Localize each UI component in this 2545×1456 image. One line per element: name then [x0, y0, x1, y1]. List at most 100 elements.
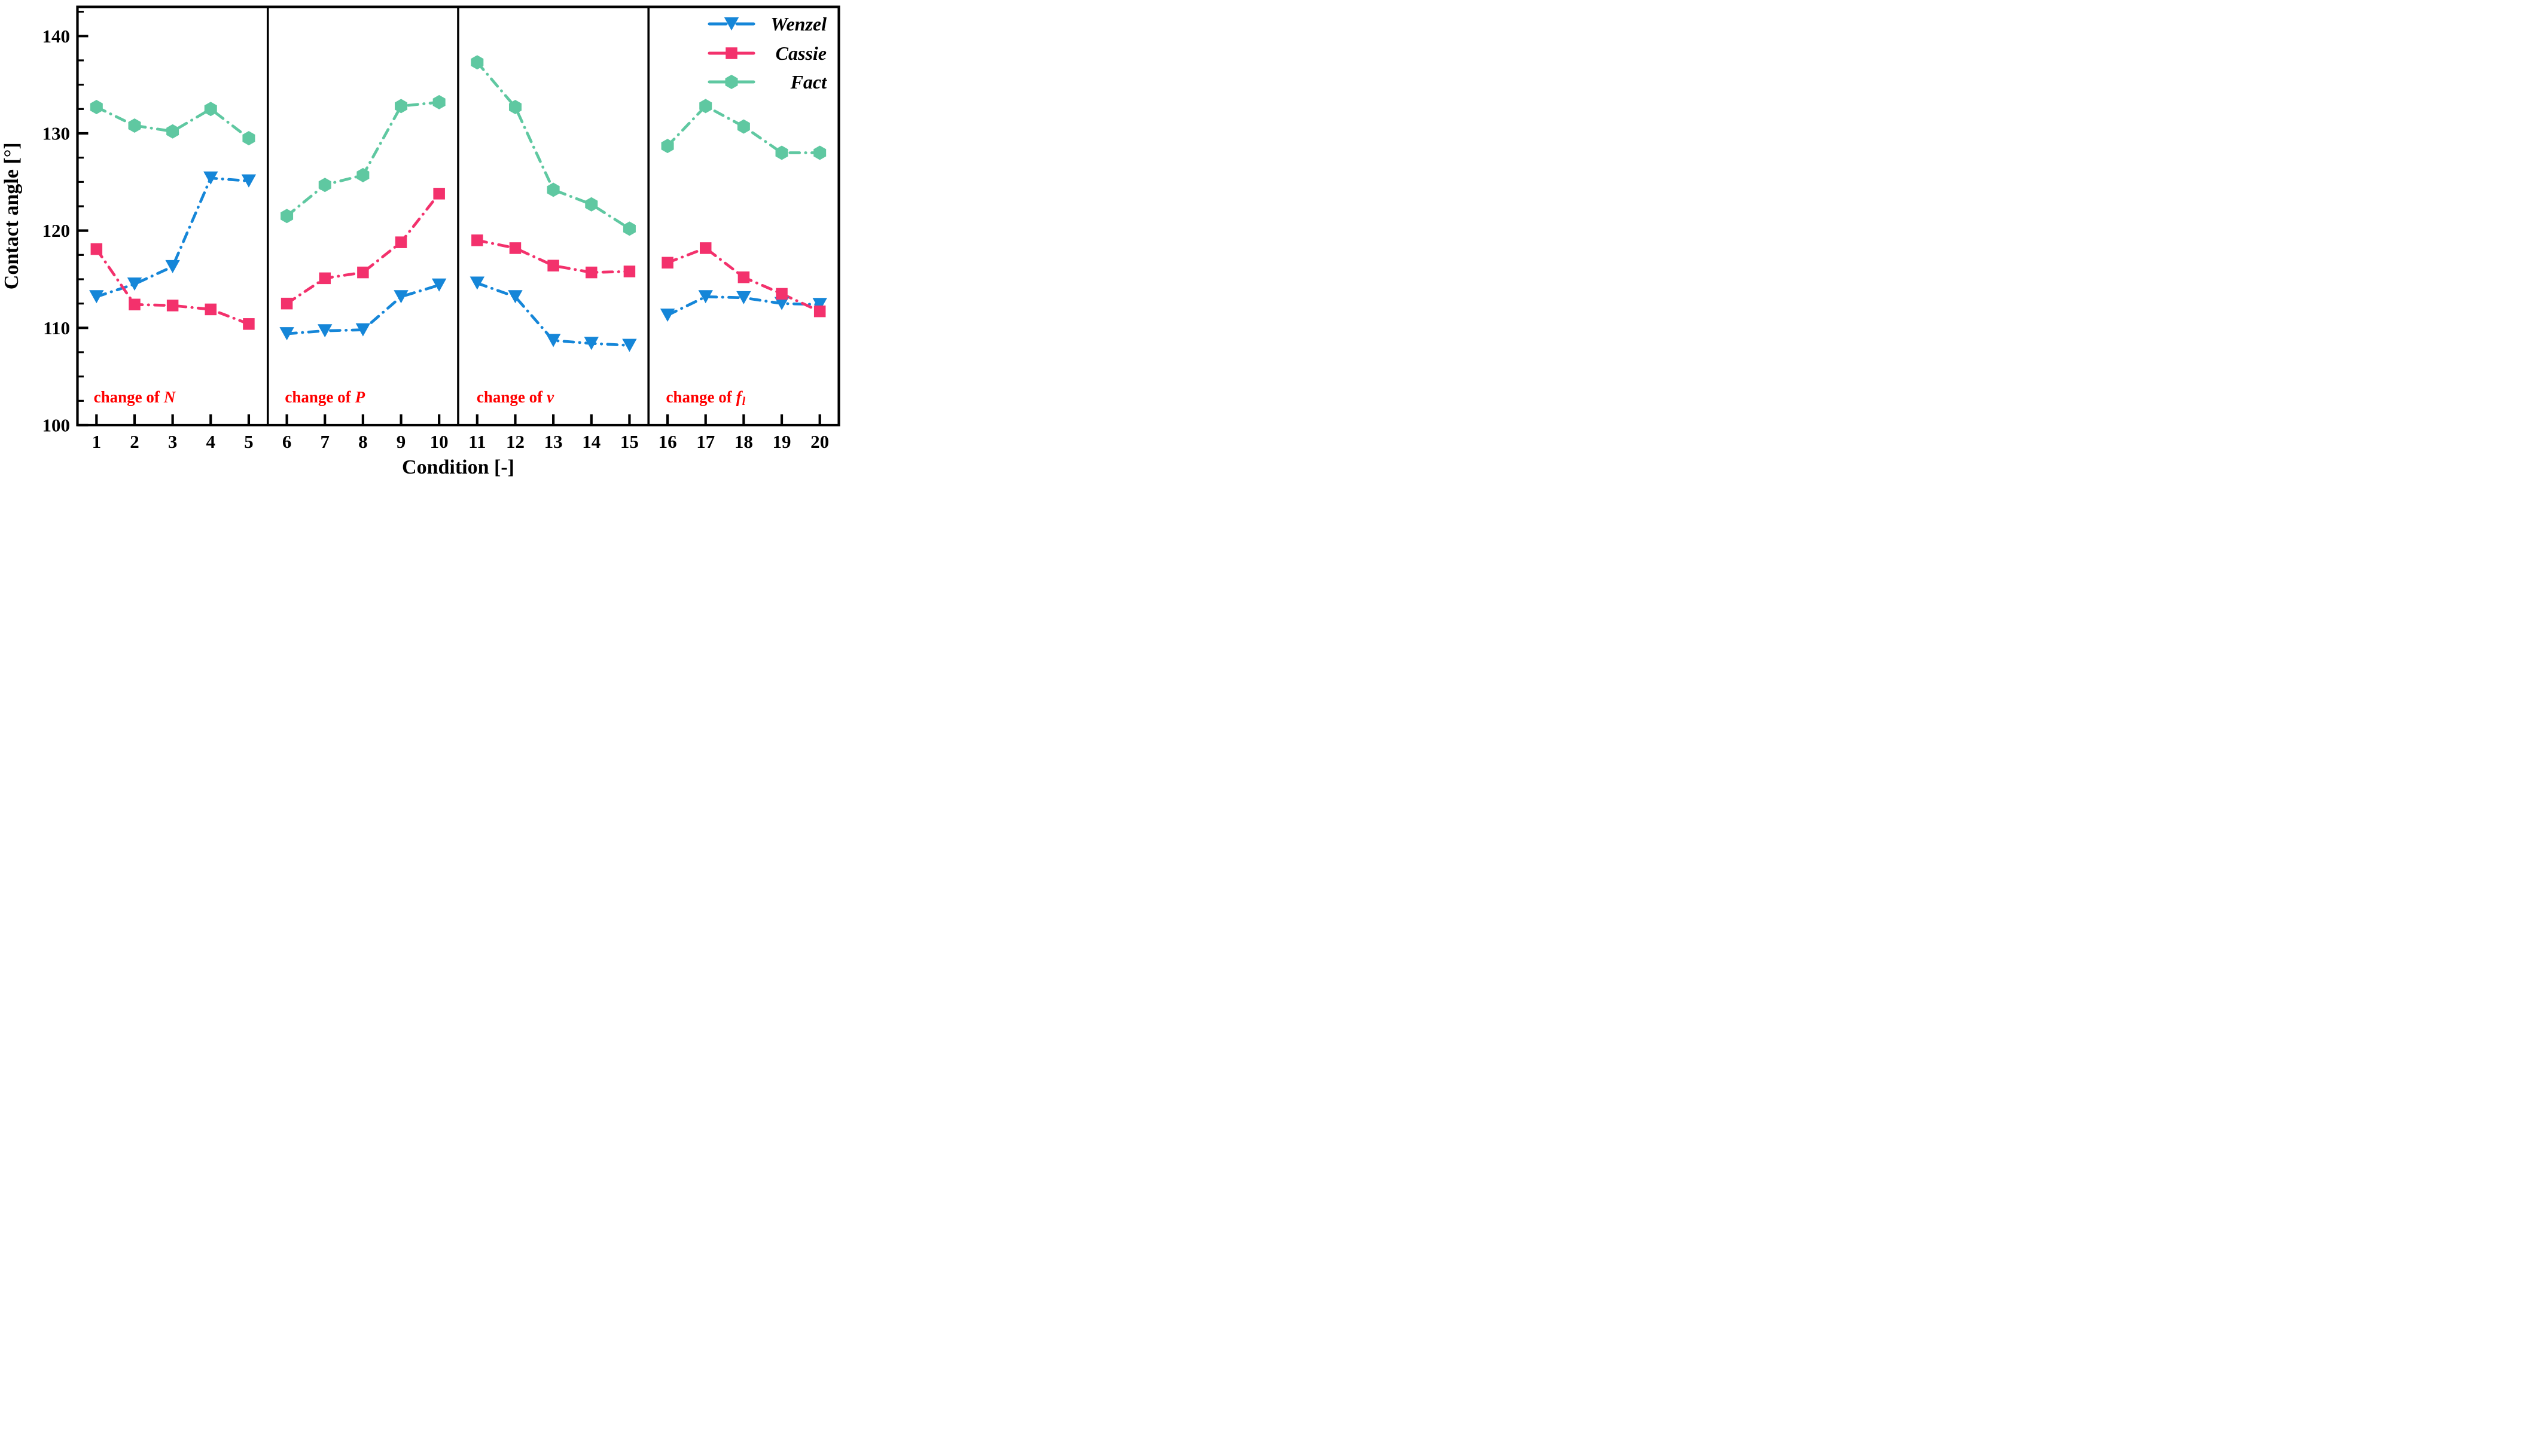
data-point-wenzel-2	[127, 277, 142, 291]
data-point-wenzel-19	[774, 297, 790, 310]
x-tick-label-8: 8	[358, 431, 368, 452]
data-point-fact-5	[242, 131, 255, 146]
data-point-cassie-7	[319, 272, 331, 285]
data-point-wenzel-1	[89, 290, 104, 304]
panel-annotation-variable: v	[547, 388, 554, 406]
data-point-cassie-16	[662, 257, 673, 269]
data-point-cassie-20	[813, 305, 826, 318]
data-point-fact-12	[508, 100, 522, 115]
data-point-cassie-19	[776, 288, 788, 300]
data-point-wenzel-11	[470, 276, 485, 290]
x-axis-title: Condition [-]	[402, 456, 514, 478]
x-tick-label-16: 16	[659, 431, 677, 452]
data-point-cassie-4	[205, 303, 217, 316]
y-axis-title: Contact angle [°]	[1, 142, 23, 289]
x-tick-label-13: 13	[544, 431, 563, 452]
x-tick-label-15: 15	[620, 431, 639, 452]
data-point-fact-8	[356, 167, 370, 182]
data-point-cassie-10	[433, 188, 445, 200]
line-cassie-panel-6-10	[285, 192, 441, 306]
data-point-cassie-15	[623, 265, 636, 277]
data-point-wenzel-12	[508, 290, 523, 304]
data-point-cassie-18	[737, 271, 750, 283]
data-point-cassie-14	[586, 266, 598, 279]
data-point-cassie-3	[166, 300, 179, 312]
data-point-fact-10	[432, 94, 446, 109]
data-point-cassie-13	[547, 260, 559, 271]
data-point-fact-14	[585, 197, 598, 212]
x-tick-label-2: 2	[130, 431, 139, 452]
y-tick-label-120: 120	[42, 220, 71, 241]
x-tick-label-18: 18	[734, 431, 753, 452]
data-point-fact-4	[204, 102, 217, 117]
data-point-wenzel-15	[622, 338, 637, 352]
panel-annotation-variable: N	[163, 388, 176, 406]
y-tick-label-140: 140	[42, 26, 71, 47]
x-tick-label-7: 7	[320, 431, 330, 452]
x-tick-label-6: 6	[282, 431, 292, 452]
data-point-fact-19	[775, 145, 788, 160]
line-cassie-panel-1-5	[95, 248, 251, 326]
legend-marker-fact	[725, 75, 738, 89]
data-point-fact-1	[90, 100, 103, 115]
data-point-fact-20	[813, 145, 827, 160]
data-point-fact-18	[737, 119, 750, 134]
data-point-wenzel-6	[279, 327, 294, 341]
data-point-fact-15	[623, 221, 636, 236]
panel-annotation-prefix: change of	[285, 388, 351, 406]
panel-annotation-3: change of v	[477, 388, 554, 406]
x-tick-label-1: 1	[92, 431, 102, 452]
panel-annotation-variable: P	[355, 388, 365, 406]
data-point-wenzel-18	[736, 291, 751, 304]
data-point-wenzel-8	[355, 323, 371, 337]
data-point-wenzel-4	[203, 171, 218, 185]
y-tick-label-110: 110	[43, 318, 70, 338]
data-point-fact-17	[699, 99, 712, 114]
data-point-cassie-8	[357, 266, 369, 279]
line-wenzel-panel-11-15	[476, 282, 631, 347]
line-fact-panel-11-15	[476, 60, 631, 230]
x-tick-label-19: 19	[773, 431, 791, 452]
legend-marker-cassie	[726, 47, 737, 59]
x-tick-label-20: 20	[810, 431, 829, 452]
x-tick-label-11: 11	[468, 431, 486, 452]
legend-label-wenzel: Wenzel	[770, 13, 827, 35]
data-point-wenzel-17	[698, 290, 713, 304]
x-tick-label-9: 9	[397, 431, 406, 452]
panel-annotation-prefix: change of	[94, 388, 160, 406]
line-wenzel-panel-1-5	[95, 176, 251, 298]
data-point-fact-6	[281, 209, 294, 224]
data-point-cassie-11	[471, 234, 483, 246]
data-point-wenzel-7	[318, 324, 333, 338]
data-point-cassie-12	[509, 242, 522, 254]
data-point-fact-7	[318, 178, 331, 193]
legend-marker-wenzel	[724, 17, 739, 30]
data-point-fact-2	[128, 118, 141, 133]
line-fact-panel-16-20	[666, 105, 822, 154]
y-tick-label-100: 100	[42, 415, 71, 436]
data-point-cassie-6	[281, 297, 293, 310]
data-point-fact-3	[166, 124, 179, 139]
data-point-wenzel-20	[812, 298, 827, 312]
x-tick-label-12: 12	[506, 431, 525, 452]
data-point-wenzel-9	[394, 290, 409, 304]
x-tick-label-5: 5	[244, 431, 254, 452]
data-point-wenzel-5	[241, 174, 257, 188]
x-tick-label-17: 17	[696, 431, 715, 452]
panel-annotation-prefix: change of	[477, 388, 543, 406]
data-point-cassie-17	[699, 242, 712, 254]
data-point-cassie-5	[243, 318, 255, 330]
data-point-fact-11	[471, 55, 484, 70]
data-point-fact-13	[547, 182, 560, 197]
panel-annotation-2: change of P	[285, 388, 365, 406]
x-tick-label-10: 10	[430, 431, 449, 452]
x-tick-label-3: 3	[168, 431, 178, 452]
data-point-cassie-9	[395, 236, 407, 248]
legend-label-cassie: Cassie	[776, 42, 827, 64]
data-point-fact-16	[661, 139, 674, 154]
panel-annotation-prefix: change of	[666, 388, 732, 406]
data-point-cassie-1	[90, 243, 103, 255]
data-point-wenzel-3	[165, 260, 180, 273]
x-tick-label-14: 14	[582, 431, 601, 452]
